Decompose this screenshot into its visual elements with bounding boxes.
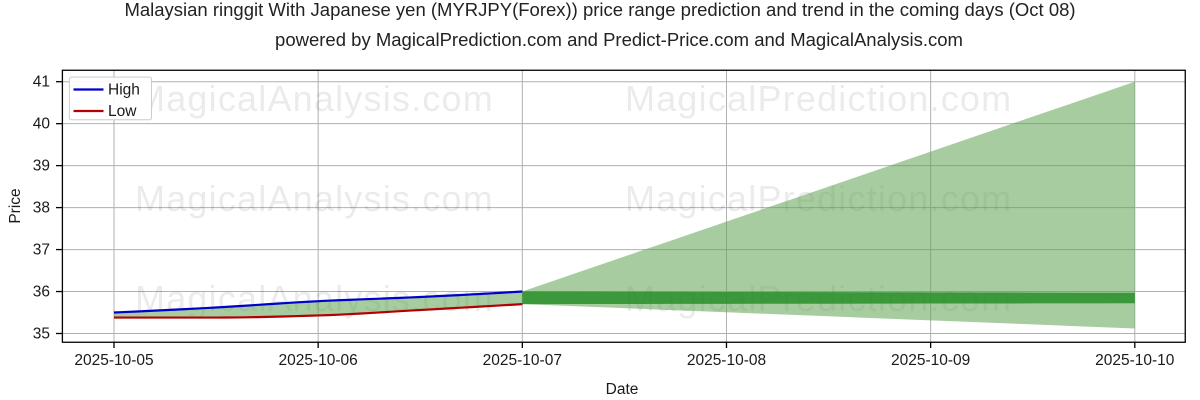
svg-text:MagicalPrediction.com: MagicalPrediction.com xyxy=(625,78,1012,119)
svg-text:37: 37 xyxy=(33,242,50,259)
svg-text:41: 41 xyxy=(33,74,50,91)
svg-text:2025-10-09: 2025-10-09 xyxy=(891,352,970,369)
svg-text:Price: Price xyxy=(7,188,24,223)
svg-text:40: 40 xyxy=(33,116,51,133)
svg-text:Date: Date xyxy=(606,381,639,398)
svg-text:2025-10-06: 2025-10-06 xyxy=(279,352,358,369)
svg-text:38: 38 xyxy=(33,200,50,217)
svg-text:MagicalAnalysis.com: MagicalAnalysis.com xyxy=(135,178,494,219)
svg-text:High: High xyxy=(108,82,140,99)
svg-text:2025-10-08: 2025-10-08 xyxy=(687,352,766,369)
svg-text:MagicalAnalysis.com: MagicalAnalysis.com xyxy=(135,78,494,119)
svg-text:36: 36 xyxy=(33,284,50,301)
svg-text:2025-10-10: 2025-10-10 xyxy=(1095,352,1175,369)
svg-text:2025-10-05: 2025-10-05 xyxy=(74,352,153,369)
svg-text:39: 39 xyxy=(33,158,50,175)
svg-text:35: 35 xyxy=(33,326,50,343)
svg-text:2025-10-07: 2025-10-07 xyxy=(483,352,562,369)
svg-text:Low: Low xyxy=(108,103,137,120)
